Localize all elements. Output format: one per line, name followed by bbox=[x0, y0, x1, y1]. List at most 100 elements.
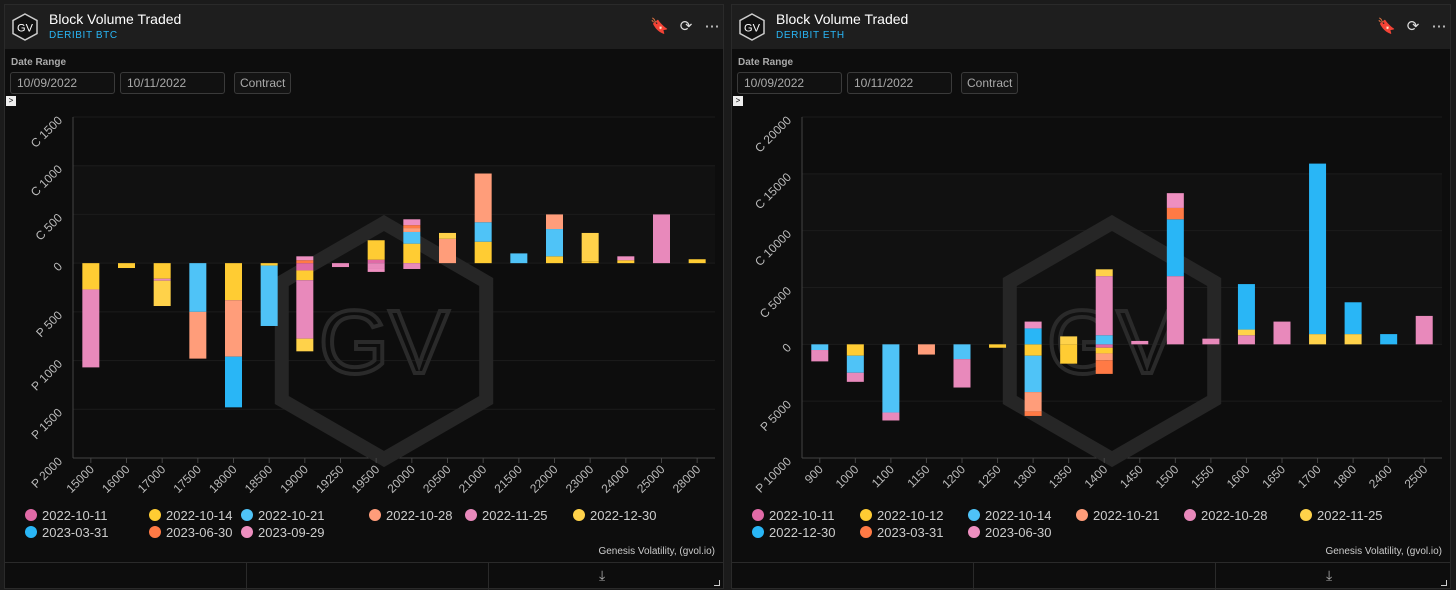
bar-segment[interactable] bbox=[1166, 207, 1184, 220]
legend-swatch[interactable] bbox=[752, 526, 764, 538]
bar-segment[interactable] bbox=[510, 253, 528, 264]
download-icon[interactable]: ⤓ bbox=[1326, 567, 1333, 583]
bar-segment[interactable] bbox=[1237, 329, 1255, 336]
bar-segment[interactable] bbox=[296, 270, 314, 281]
legend-swatch[interactable] bbox=[1076, 509, 1088, 521]
bar-segment[interactable] bbox=[439, 238, 456, 264]
legend-swatch[interactable] bbox=[860, 509, 872, 521]
legend-swatch[interactable] bbox=[369, 509, 381, 521]
bar-segment[interactable] bbox=[1309, 334, 1327, 345]
bar-segment[interactable] bbox=[882, 344, 900, 413]
bar-segment[interactable] bbox=[296, 263, 314, 271]
legend-label[interactable]: 2023-03-31 bbox=[42, 525, 109, 540]
bar-segment[interactable] bbox=[1131, 340, 1149, 345]
bar-segment[interactable] bbox=[1024, 411, 1042, 416]
bar-segment[interactable] bbox=[189, 263, 207, 312]
legend-label[interactable]: 2022-11-25 bbox=[1317, 508, 1383, 523]
bar-segment[interactable] bbox=[225, 263, 242, 301]
date-from-input[interactable] bbox=[10, 72, 115, 94]
bar-segment[interactable] bbox=[688, 259, 706, 264]
bar-segment[interactable] bbox=[296, 256, 314, 261]
bar-segment[interactable] bbox=[1237, 335, 1255, 345]
bar-segment[interactable] bbox=[1095, 353, 1113, 361]
bar-segment[interactable] bbox=[296, 338, 314, 352]
bar-segment[interactable] bbox=[882, 412, 900, 421]
bar-segment[interactable] bbox=[846, 344, 864, 356]
expand-sidebar-icon[interactable]: > bbox=[733, 96, 743, 106]
bar-segment[interactable] bbox=[1024, 392, 1042, 412]
legend-swatch[interactable] bbox=[241, 526, 253, 538]
bar-segment[interactable] bbox=[1166, 193, 1184, 208]
legend-swatch[interactable] bbox=[241, 509, 253, 521]
more-icon[interactable]: ⋯ bbox=[1431, 18, 1447, 35]
bar-segment[interactable] bbox=[1095, 344, 1113, 348]
legend-swatch[interactable] bbox=[25, 526, 37, 538]
legend-label[interactable]: 2022-10-28 bbox=[386, 508, 453, 523]
bar-segment[interactable] bbox=[1273, 321, 1291, 345]
legend-label[interactable]: 2022-10-12 bbox=[877, 508, 944, 523]
legend-label[interactable]: 2022-10-21 bbox=[258, 508, 325, 523]
legend-swatch[interactable] bbox=[1184, 509, 1196, 521]
bar-segment[interactable] bbox=[1166, 276, 1184, 345]
bar-segment[interactable] bbox=[367, 240, 385, 260]
bar-segment[interactable] bbox=[846, 355, 864, 373]
bar-segment[interactable] bbox=[474, 173, 492, 223]
bar-segment[interactable] bbox=[617, 256, 635, 261]
bar-segment[interactable] bbox=[1095, 269, 1113, 277]
contract-button[interactable]: Contract bbox=[234, 72, 292, 94]
legend-swatch[interactable] bbox=[465, 509, 477, 521]
bar-segment[interactable] bbox=[1237, 284, 1255, 330]
bar-segment[interactable] bbox=[225, 356, 242, 408]
legend-swatch[interactable] bbox=[149, 526, 161, 538]
bar-segment[interactable] bbox=[1344, 302, 1362, 335]
bar-segment[interactable] bbox=[1166, 219, 1184, 277]
bar-segment[interactable] bbox=[82, 289, 100, 368]
legend-label[interactable]: 2022-12-30 bbox=[769, 525, 836, 540]
refresh-icon[interactable]: ⟳ bbox=[1406, 18, 1420, 35]
bar-segment[interactable] bbox=[653, 214, 670, 264]
legend-label[interactable]: 2022-10-14 bbox=[985, 508, 1052, 523]
bar-segment[interactable] bbox=[403, 243, 421, 264]
bar-segment[interactable] bbox=[367, 259, 385, 264]
bar-segment[interactable] bbox=[189, 311, 207, 359]
legend-label[interactable]: 2022-10-11 bbox=[42, 508, 108, 523]
legend-swatch[interactable] bbox=[573, 509, 585, 521]
bar-segment[interactable] bbox=[403, 219, 421, 226]
legend-label[interactable]: 2022-10-21 bbox=[1093, 508, 1160, 523]
bar-segment[interactable] bbox=[1095, 276, 1113, 336]
legend-swatch[interactable] bbox=[149, 509, 161, 521]
bar-segment[interactable] bbox=[917, 344, 935, 355]
legend-swatch[interactable] bbox=[25, 509, 37, 521]
bar-segment[interactable] bbox=[1060, 344, 1078, 364]
bookmark-icon[interactable]: 🔖 bbox=[1377, 18, 1396, 35]
bar-segment[interactable] bbox=[153, 280, 171, 307]
legend-label[interactable]: 2023-06-30 bbox=[166, 525, 233, 540]
legend-label[interactable]: 2022-10-14 bbox=[166, 508, 233, 523]
bar-segment[interactable] bbox=[953, 359, 971, 388]
resize-handle-icon[interactable] bbox=[714, 580, 720, 586]
expand-sidebar-icon[interactable]: > bbox=[6, 96, 16, 106]
bar-segment[interactable] bbox=[1095, 360, 1113, 374]
bar-segment[interactable] bbox=[474, 222, 492, 242]
bookmark-icon[interactable]: 🔖 bbox=[650, 18, 669, 35]
legend-swatch[interactable] bbox=[968, 509, 980, 521]
legend-label[interactable]: 2022-11-25 bbox=[482, 508, 548, 523]
bar-segment[interactable] bbox=[846, 372, 864, 382]
more-icon[interactable]: ⋯ bbox=[704, 18, 720, 35]
bar-segment[interactable] bbox=[1024, 321, 1042, 329]
bar-segment[interactable] bbox=[1024, 355, 1042, 393]
bar-segment[interactable] bbox=[811, 344, 829, 351]
bar-segment[interactable] bbox=[403, 225, 421, 229]
bar-segment[interactable] bbox=[1415, 315, 1433, 345]
bar-segment[interactable] bbox=[332, 263, 349, 268]
bar-segment[interactable] bbox=[989, 344, 1007, 348]
bar-segment[interactable] bbox=[581, 261, 599, 264]
legend-label[interactable]: 2023-03-31 bbox=[877, 525, 944, 540]
bar-segment[interactable] bbox=[439, 232, 456, 239]
date-to-input[interactable] bbox=[120, 72, 225, 94]
bar-segment[interactable] bbox=[367, 263, 385, 269]
bar-segment[interactable] bbox=[260, 263, 278, 266]
bar-segment[interactable] bbox=[1202, 338, 1220, 345]
bar-segment[interactable] bbox=[1095, 347, 1113, 354]
bar-segment[interactable] bbox=[581, 232, 599, 262]
